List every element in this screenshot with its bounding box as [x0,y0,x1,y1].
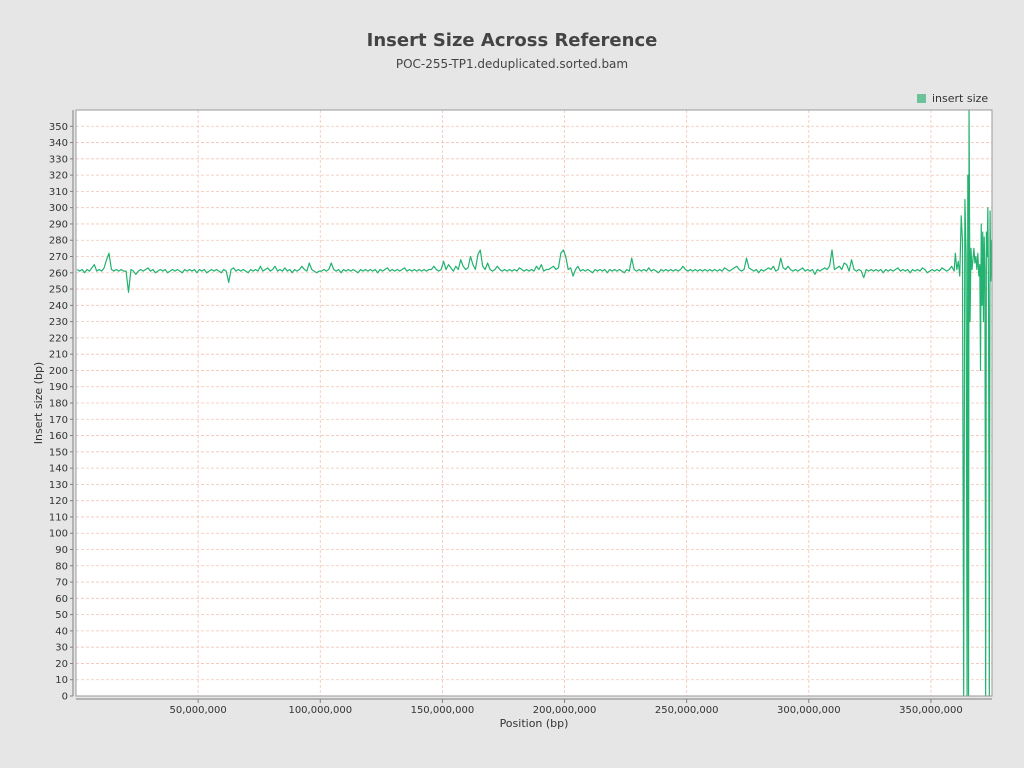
y-tick-label: 140 [49,464,68,475]
legend: insert size [917,92,988,105]
y-tick-label: 180 [49,399,68,410]
y-tick-label: 0 [62,692,68,703]
y-tick-label: 10 [55,675,68,686]
y-tick-label: 350 [49,122,68,133]
y-tick-label: 310 [49,187,68,198]
legend-swatch [917,94,926,103]
y-tick-label: 270 [49,252,68,263]
chart-title: Insert Size Across Reference [366,30,658,51]
x-axis-title: Position (bp) [500,717,569,730]
y-tick-label: 50 [55,610,68,621]
series-layer [76,109,993,697]
y-tick-label: 100 [49,529,68,540]
y-tick-label: 330 [49,154,68,165]
y-axis-ticks: 0 10 20 30 40 50 60 70 80 90 100 110 120 130 140 150 160… [49,122,73,703]
x-tick-label: 150,000,000 [411,705,475,716]
x-tick-label: 50,000,000 [170,705,227,716]
y-tick-label: 300 [49,203,68,214]
y-tick-label: 290 [49,219,68,230]
y-axis-title: Insert size (bp) [32,362,45,444]
y-tick-label: 190 [49,382,68,393]
legend-label: insert size [932,92,988,105]
y-tick-label: 40 [55,626,68,637]
y-tick-label: 260 [49,268,68,279]
y-tick-label: 120 [49,496,68,507]
plot-border [75,109,993,697]
chart-subtitle: POC-255-TP1.deduplicated.sorted.bam [395,57,629,71]
y-tick-label: 200 [49,366,68,377]
series-line-insert-size [76,109,993,697]
y-tick-label: 320 [49,171,68,182]
y-tick-label: 60 [55,594,68,605]
y-tick-label: 130 [49,480,68,491]
y-tick-label: 90 [55,545,68,556]
y-tick-label: 70 [55,578,68,589]
y-tick-label: 230 [49,317,68,328]
x-axis-ticks: 50,000,000 100,000,000 150,000,000 200,000,… [170,699,963,716]
x-tick-label: 200,000,000 [533,705,597,716]
y-tick-label: 220 [49,333,68,344]
y-tick-label: 170 [49,415,68,426]
y-tick-label: 110 [49,512,68,523]
y-tick-label: 340 [49,138,68,149]
grid-lines [76,110,992,697]
y-tick-label: 80 [55,561,68,572]
x-tick-label: 100,000,000 [288,705,352,716]
x-tick-label: 250,000,000 [655,705,719,716]
x-tick-label: 350,000,000 [899,705,963,716]
y-tick-label: 210 [49,350,68,361]
y-tick-label: 250 [49,285,68,296]
y-tick-label: 30 [55,643,68,654]
y-tick-label: 280 [49,236,68,247]
x-tick-label: 300,000,000 [777,705,841,716]
y-tick-label: 240 [49,301,68,312]
y-tick-label: 20 [55,659,68,670]
y-tick-label: 150 [49,447,68,458]
y-tick-label: 160 [49,431,68,442]
